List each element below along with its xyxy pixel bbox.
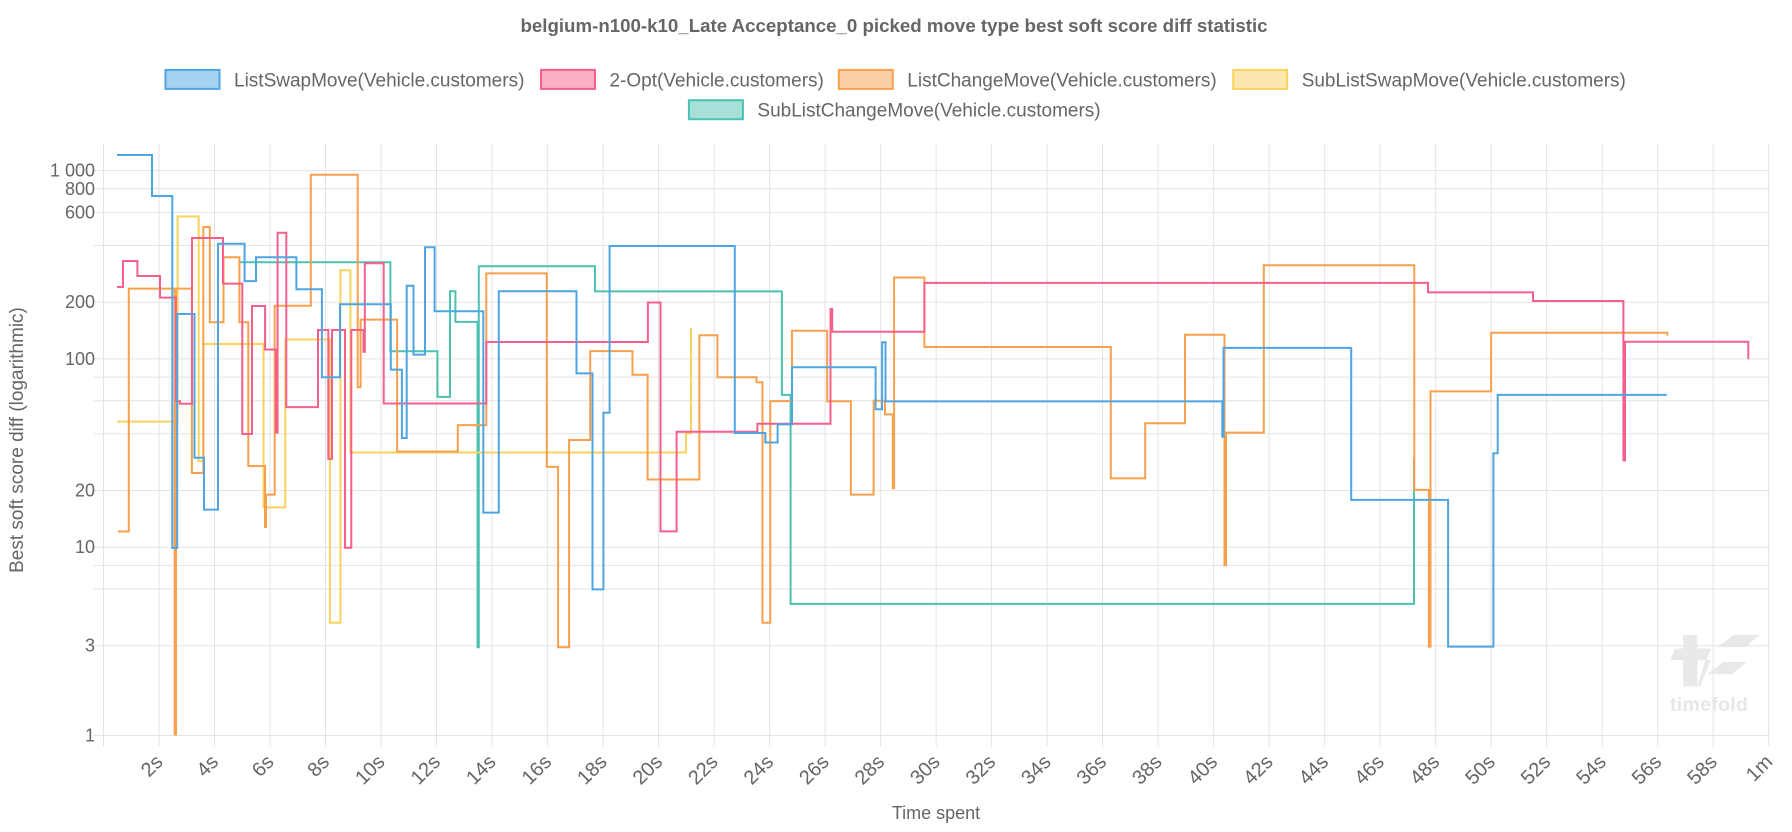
svg-text:SubListChangeMove(Vehicle.cust: SubListChangeMove(Vehicle.customers)	[757, 101, 1100, 122]
svg-text:1 000: 1 000	[50, 161, 95, 181]
svg-text:timefold: timefold	[1670, 694, 1748, 716]
svg-text:10: 10	[75, 537, 95, 557]
svg-text:Best soft score diff (logarith: Best soft score diff (logarithmic)	[7, 307, 28, 573]
svg-text:SubListSwapMove(Vehicle.custom: SubListSwapMove(Vehicle.customers)	[1302, 70, 1626, 91]
svg-text:3: 3	[85, 636, 95, 656]
svg-text:1: 1	[85, 726, 95, 746]
svg-text:Time spent: Time spent	[892, 803, 980, 823]
svg-text:800: 800	[65, 179, 95, 199]
svg-text:ListChangeMove(Vehicle.custome: ListChangeMove(Vehicle.customers)	[907, 70, 1216, 91]
svg-text:belgium-n100-k10_Late Acceptan: belgium-n100-k10_Late Acceptance_0 picke…	[520, 15, 1267, 36]
svg-text:20: 20	[75, 481, 95, 501]
svg-text:600: 600	[65, 202, 95, 222]
svg-text:ListSwapMove(Vehicle.customers: ListSwapMove(Vehicle.customers)	[234, 70, 524, 91]
svg-text:2-Opt(Vehicle.customers): 2-Opt(Vehicle.customers)	[610, 70, 824, 91]
svg-text:200: 200	[65, 292, 95, 312]
svg-text:100: 100	[65, 349, 95, 369]
